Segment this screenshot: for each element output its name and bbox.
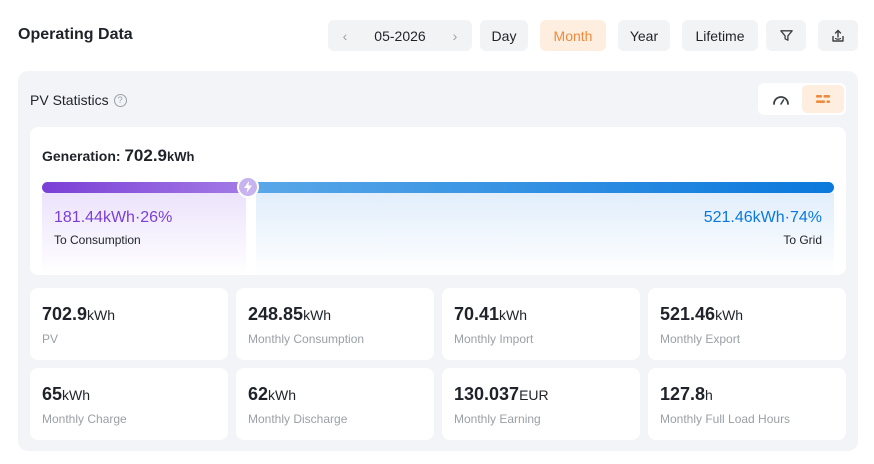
stat-unit: EUR (519, 387, 549, 403)
period-month-button[interactable]: Month (540, 20, 606, 51)
stat-unit: kWh (62, 387, 91, 403)
panel-title-text: PV Statistics (30, 92, 109, 108)
filter-button[interactable] (766, 20, 806, 51)
stat-unit: kWh (87, 307, 116, 323)
generation-value: 702.9 (124, 146, 168, 165)
grid-bar-segment (248, 182, 834, 193)
chevron-left-icon[interactable]: ‹ (342, 27, 348, 44)
panel-title: PV Statistics ? (30, 92, 127, 108)
stat-unit: kWh (499, 307, 528, 323)
stat-unit: kWh (268, 387, 297, 403)
stat-label: PV (42, 332, 59, 346)
stat-label: Monthly Earning (454, 412, 541, 426)
view-toggle (758, 83, 846, 115)
chevron-right-icon[interactable]: › (452, 27, 458, 44)
help-icon[interactable]: ? (113, 93, 127, 107)
grid-value: 521.46kWh·74% (703, 209, 822, 226)
stat-card: 702.9kWh PV (30, 288, 228, 360)
consumption-shade (42, 193, 246, 275)
generation-unit: kWh (167, 149, 195, 164)
date-picker[interactable]: ‹ 05-2026 › (328, 20, 472, 51)
list-view-button[interactable] (802, 85, 844, 113)
generation-title: Generation: 702.9kWh (42, 146, 194, 166)
stat-label: Monthly Import (454, 332, 534, 346)
gauge-icon (773, 96, 789, 105)
stat-card: 127.8h Monthly Full Load Hours (648, 368, 846, 440)
stat-label: Monthly Charge (42, 412, 127, 426)
stat-label: Monthly Export (660, 332, 741, 346)
pv-statistics-panel: PV Statistics ? Generation: 702.9kWh (18, 71, 858, 451)
lightning-icon (237, 176, 259, 198)
list-bars-icon (816, 95, 830, 103)
grid-label: To Grid (783, 233, 822, 247)
stat-label: Monthly Full Load Hours (660, 412, 791, 426)
stat-value: 65kWh (42, 384, 91, 404)
stat-unit: h (705, 387, 713, 403)
stat-unit: kWh (715, 307, 744, 323)
stat-value: 62kWh (248, 384, 297, 404)
filter-icon (779, 30, 793, 41)
generation-label: Generation: (42, 148, 121, 164)
period-day-button[interactable]: Day (480, 20, 528, 51)
page-title: Operating Data (18, 26, 133, 43)
export-icon (832, 29, 844, 42)
export-button[interactable] (818, 20, 858, 51)
gauge-view-button[interactable] (760, 85, 802, 113)
header: Operating Data ‹ 05-2026 › Day Month Yea… (0, 0, 874, 72)
stat-card: 70.41kWh Monthly Import (442, 288, 640, 360)
consumption-bar-segment (42, 182, 248, 193)
stat-value: 521.46kWh (660, 304, 744, 324)
period-year-button[interactable]: Year (618, 20, 670, 51)
consumption-value: 181.44kWh·26% (54, 209, 173, 226)
stat-value: 130.037EUR (454, 384, 549, 404)
consumption-label: To Consumption (54, 233, 141, 247)
stat-value: 70.41kWh (454, 304, 528, 324)
stat-label: Monthly Discharge (248, 412, 348, 426)
period-lifetime-button[interactable]: Lifetime (682, 20, 758, 51)
stat-unit: kWh (303, 307, 332, 323)
stat-value: 702.9kWh (42, 304, 116, 324)
generation-split-bar (42, 182, 834, 193)
stat-card: 130.037EUR Monthly Earning (442, 368, 640, 440)
generation-card: Generation: 702.9kWh 181.44kWh·26% To Co… (30, 127, 846, 275)
stat-card: 62kWh Monthly Discharge (236, 368, 434, 440)
stat-card: 521.46kWh Monthly Export (648, 288, 846, 360)
stat-card: 65kWh Monthly Charge (30, 368, 228, 440)
date-value[interactable]: 05-2026 (374, 27, 426, 44)
stat-value: 127.8h (660, 384, 713, 404)
stat-value: 248.85kWh (248, 304, 332, 324)
stat-label: Monthly Consumption (248, 332, 365, 346)
stat-card: 248.85kWh Monthly Consumption (236, 288, 434, 360)
grid-shade (256, 193, 834, 275)
